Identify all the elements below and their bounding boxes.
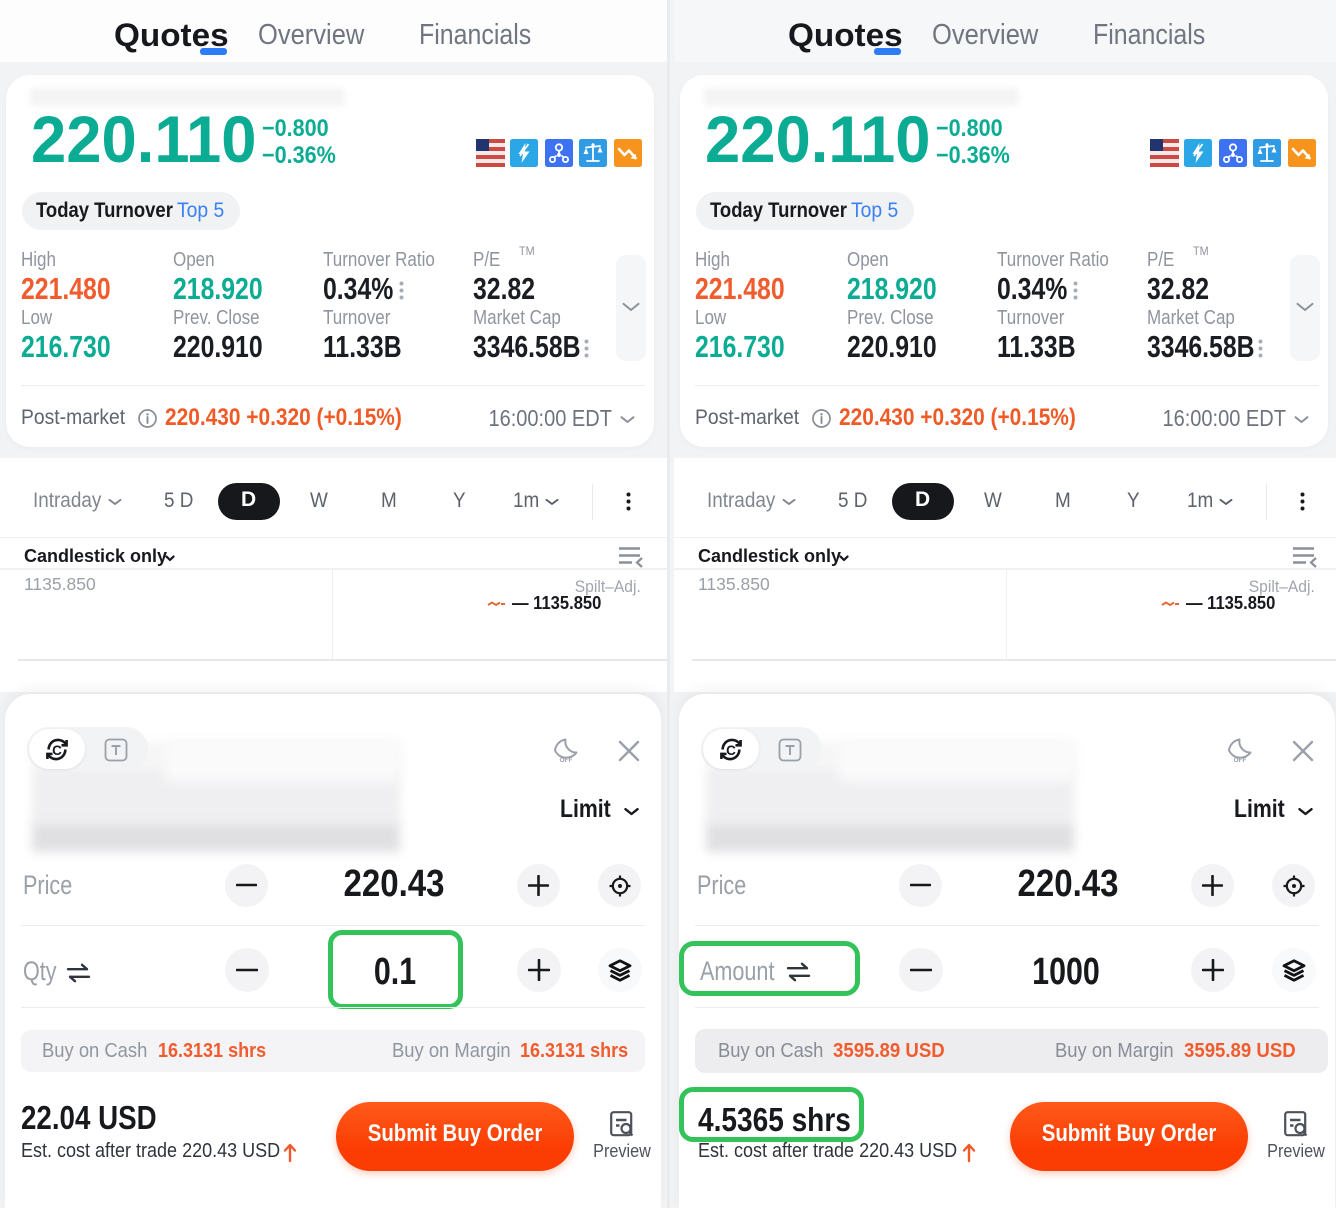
svg-text:OFF: OFF (1234, 757, 1247, 763)
svg-text:C: C (726, 743, 736, 758)
svg-text:C: C (52, 743, 62, 758)
svg-text:OFF: OFF (560, 757, 573, 763)
